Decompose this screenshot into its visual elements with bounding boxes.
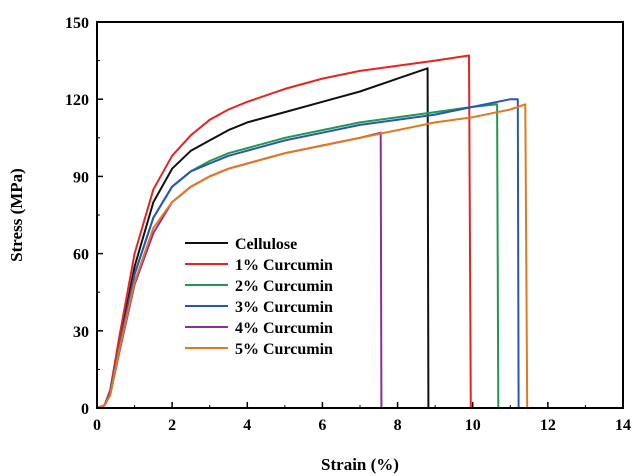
legend-label: 2% Curcumin (235, 278, 333, 295)
y-tick-label: 120 (65, 92, 89, 109)
y-tick-label: 150 (65, 15, 89, 32)
x-axis-ticks: 0 2 4 6 8 10 12 14 (93, 402, 631, 434)
y-tick-label: 90 (73, 169, 89, 186)
legend-label: 3% Curcumin (235, 299, 333, 316)
y-tick-label: 60 (73, 247, 89, 264)
plot-frame (96, 21, 624, 409)
x-tick-label: 0 (93, 417, 101, 434)
x-tick-label: 12 (540, 417, 556, 434)
y-axis-ticks: 0 30 60 90 120 150 (65, 15, 103, 418)
x-tick-label: 6 (318, 417, 326, 434)
legend-label: 1% Curcumin (235, 257, 333, 274)
x-axis-label: Strain (%) (321, 455, 399, 474)
x-tick-label: 2 (168, 417, 176, 434)
series-line-4 (96, 98, 520, 409)
y-axis-label: Stress (MPa) (7, 168, 26, 262)
legend-label: Cellulose (235, 236, 297, 253)
series-group (96, 54, 529, 409)
legend-label: 5% Curcumin (235, 341, 333, 358)
x-tick-label: 8 (394, 417, 402, 434)
legend: Cellulose 1% Curcumin 2% Curcumin 3% Curcum… (185, 236, 333, 358)
series-line-6 (96, 103, 529, 409)
series-line-2 (96, 54, 472, 409)
y-tick-label: 30 (73, 324, 89, 341)
legend-label: 4% Curcumin (235, 320, 333, 337)
x-tick-label: 10 (465, 417, 481, 434)
x-tick-label: 4 (243, 417, 251, 434)
x-tick-label: 14 (615, 417, 631, 434)
y-tick-label: 0 (81, 401, 89, 418)
